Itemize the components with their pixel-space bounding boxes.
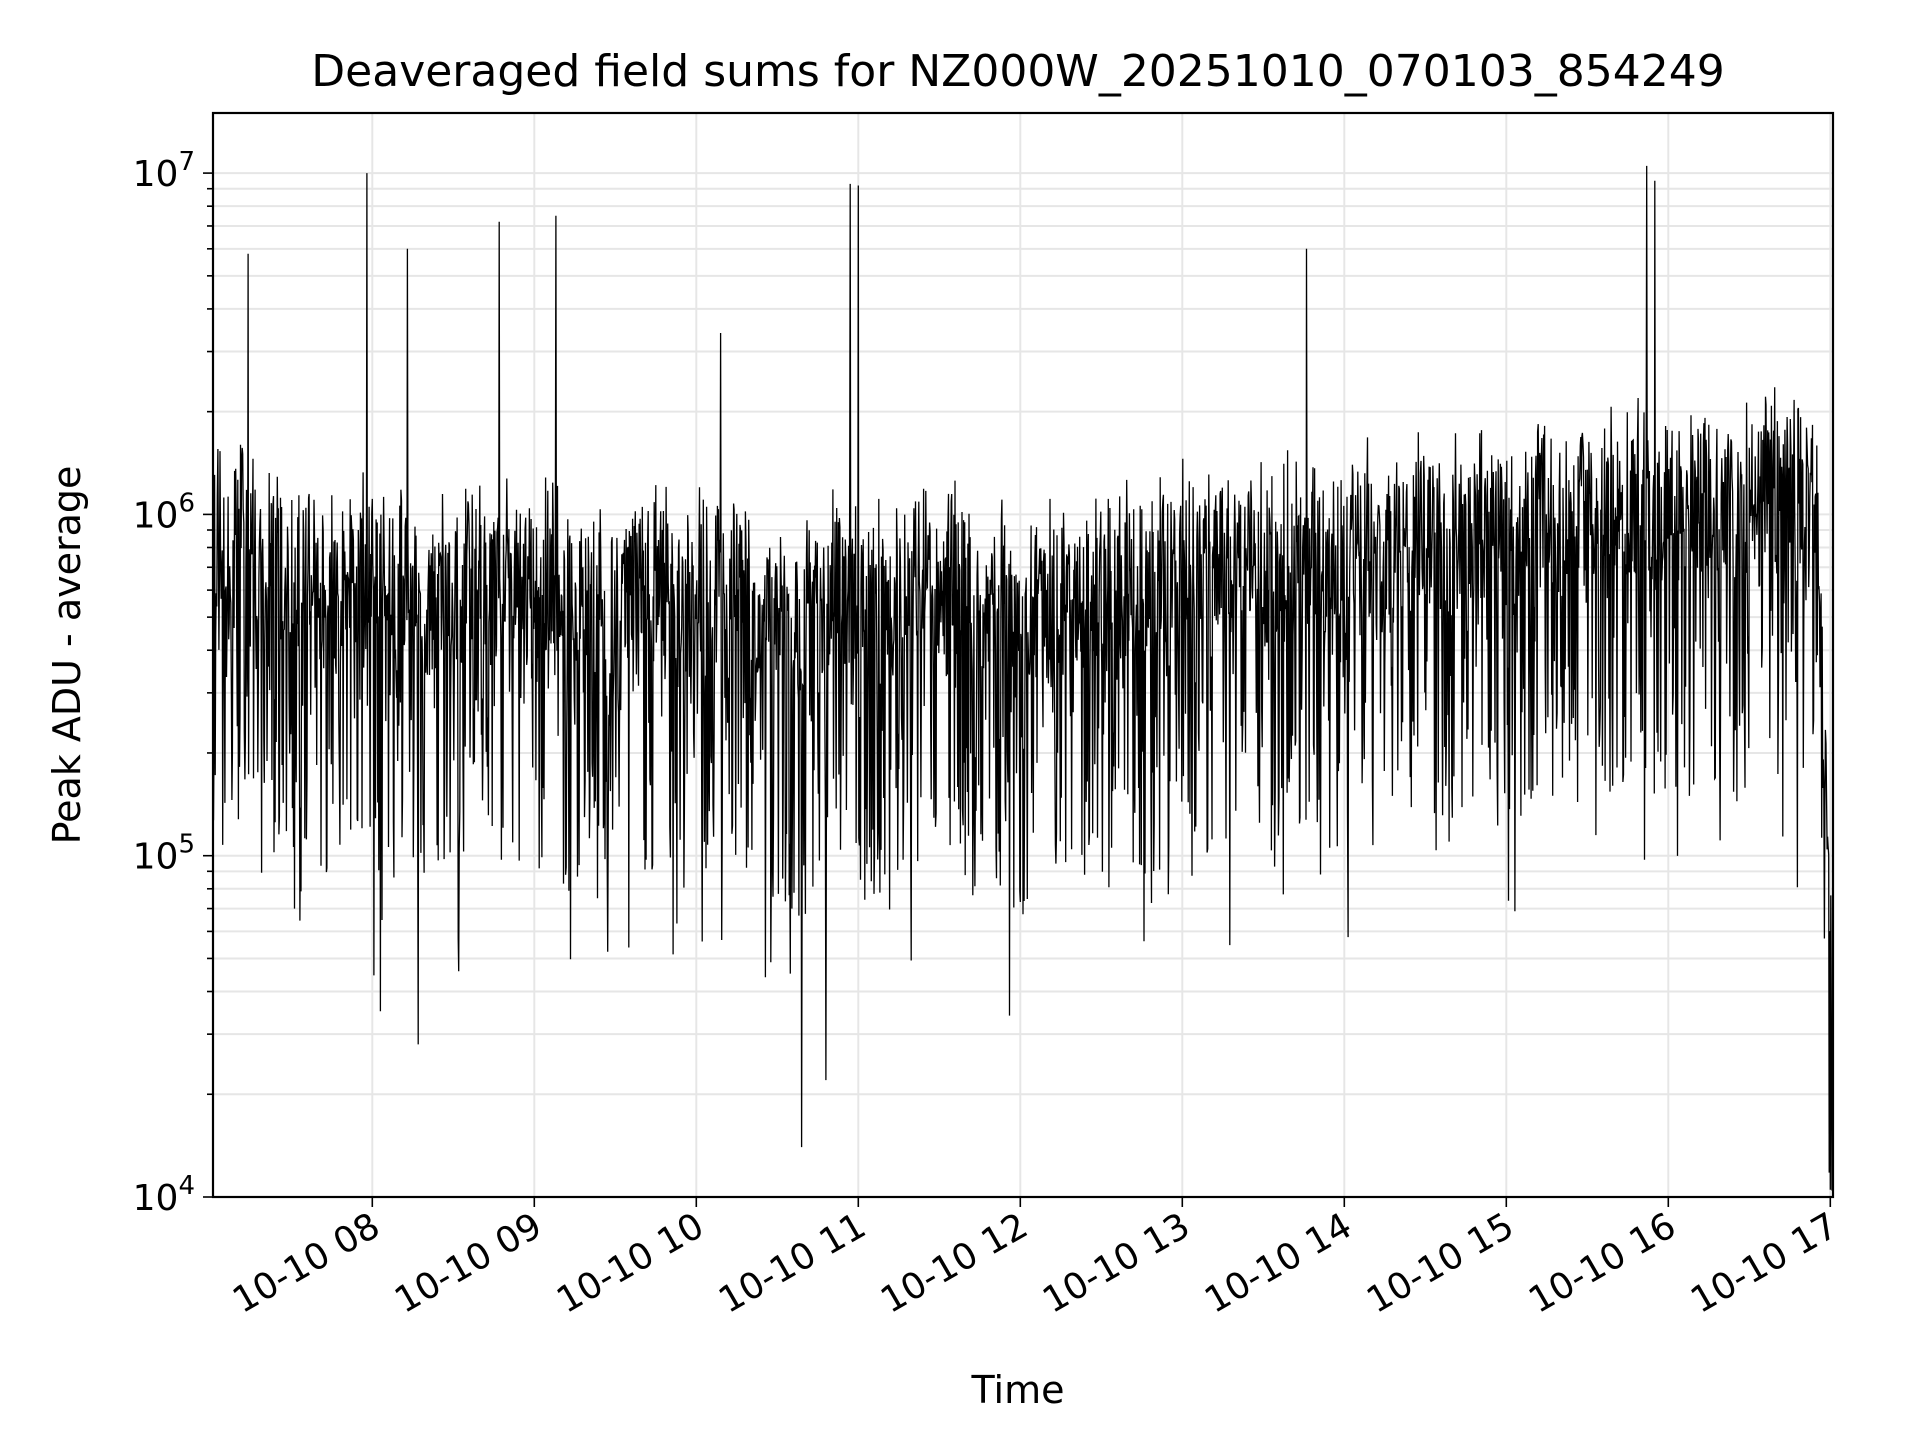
series-line — [212, 165, 1834, 1191]
y-tick-label: 105 — [133, 830, 195, 878]
y-tick-label: 107 — [133, 147, 195, 195]
y-axis-ticks: 104 105 106 107 — [133, 147, 213, 1219]
y-tick-label: 104 — [133, 1171, 195, 1219]
x-axis-label: Time — [971, 1368, 1065, 1412]
plot-area — [212, 165, 1834, 1191]
chart-title: Deaveraged field sums for NZ000W_2025101… — [311, 46, 1724, 97]
axes-frame — [211, 111, 1835, 1199]
y-axis-label: Peak ADU - average — [45, 466, 89, 845]
y-tick-label: 106 — [133, 488, 195, 536]
